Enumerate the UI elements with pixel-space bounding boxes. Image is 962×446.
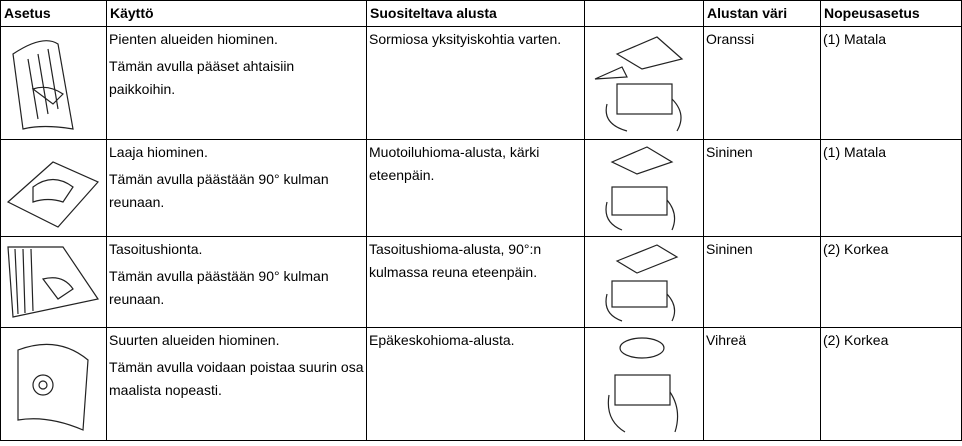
pad-cell: Muotoiluhioma-alusta, kärki eteenpäin. (366, 139, 585, 237)
illustration (7, 246, 99, 318)
usage-text: Tämän avulla pääset ahtaisiin paikkoihin… (109, 58, 295, 97)
color-cell: Sininen (703, 139, 821, 237)
speed-cell: (2) Korkea (820, 236, 962, 328)
header-cell: Alustan väri (703, 0, 821, 27)
color-cell: Vihreä (703, 327, 821, 441)
pad-cell: Tasoitushioma-alusta, 90°:n kulmassa reu… (366, 236, 585, 328)
setting-illustration (0, 236, 107, 328)
row: Laaja hiominen. Tämän avulla päästään 90°… (0, 139, 962, 237)
illustration (605, 244, 679, 322)
illustration (12, 40, 74, 130)
pad-illustration (584, 139, 704, 237)
illustration (17, 343, 89, 431)
speed-cell: (1) Matala (820, 139, 962, 237)
pad-cell: Sormiosa yksityiskohtia varten. (366, 26, 585, 140)
header-cell (584, 0, 704, 27)
pad-illustration (584, 327, 704, 441)
color-cell: Oranssi (703, 26, 821, 140)
header-cell: Nopeusasetus (820, 0, 962, 27)
header-row: Asetus Käyttö Suositeltava alusta Alusta… (0, 0, 962, 27)
illustration (607, 337, 679, 433)
speed-cell: (2) Korkea (820, 327, 962, 441)
illustration (594, 36, 684, 132)
header-cell: Käyttö (106, 0, 367, 27)
header-cell: Suositeltava alusta (366, 0, 585, 27)
usage-cell: Pienten alueiden hiominen. Tämän avulla p… (106, 26, 367, 140)
pad-cell: Epäkeskohioma-alusta. (366, 327, 585, 441)
color-cell: Sininen (703, 236, 821, 328)
usage-text: Suurten alueiden hiominen. (109, 332, 280, 348)
header-cell: Asetus (0, 0, 107, 27)
setting-illustration (0, 26, 107, 140)
usage-text: Pienten alueiden hiominen. (109, 31, 278, 47)
pad-illustration (584, 26, 704, 140)
speed-cell: (1) Matala (820, 26, 962, 140)
setting-illustration (0, 139, 107, 237)
setting-illustration (0, 327, 107, 441)
row: Pienten alueiden hiominen. Tämän avulla p… (0, 26, 962, 140)
illustration (6, 161, 99, 228)
row: Suurten alueiden hiominen. Tämän avulla v… (0, 327, 962, 441)
usage-text: Laaja hiominen. (109, 144, 208, 160)
illustration (605, 146, 676, 231)
usage-text: Tämän avulla päästään 90° kulman reunaan… (109, 268, 329, 307)
pad-illustration (584, 236, 704, 328)
usage-cell: Laaja hiominen. Tämän avulla päästään 90°… (106, 139, 367, 237)
usage-text: Tämän avulla päästään 90° kulman reunaan… (109, 171, 329, 210)
row: Tasoitushionta. Tämän avulla päästään 90°… (0, 236, 962, 328)
usage-text: Tämän avulla voidaan poistaa suurin osa … (109, 359, 364, 398)
usage-cell: Tasoitushionta. Tämän avulla päästään 90°… (106, 236, 367, 328)
usage-cell: Suurten alueiden hiominen. Tämän avulla v… (106, 327, 367, 441)
usage-text: Tasoitushionta. (109, 241, 203, 257)
